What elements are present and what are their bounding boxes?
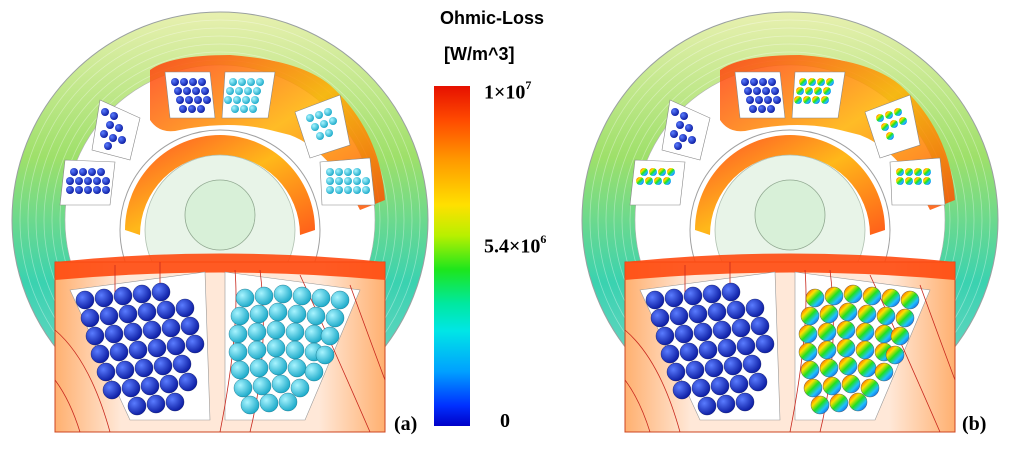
slot-strands-dark: [670, 78, 781, 150]
colorbar-tick-mid: 5.4×106: [484, 232, 547, 258]
colorbar-unit: [W/m^3]: [444, 44, 515, 64]
rotor-hot-band: [695, 135, 885, 235]
panel-label-b: (b): [958, 412, 991, 436]
colorbar-legend: Ohmic-Loss [W/m^3] 1×107 5.4×106 0: [420, 0, 570, 448]
rotor-hot-band: [125, 135, 315, 235]
shaft: [754, 179, 826, 251]
machine-cross-section-a: [11, 11, 429, 433]
machine-cross-section-b: [581, 11, 999, 433]
slot-strands-dark: [66, 78, 211, 194]
panel-label-a: (a): [390, 412, 422, 436]
inset-zoom: [54, 253, 386, 433]
panel-b: (b): [570, 0, 1010, 448]
colorbar-title: Ohmic-Loss: [440, 8, 545, 28]
slot-strands-hot: [636, 78, 931, 185]
panel-a: (a): [0, 0, 440, 448]
colorbar-gradient: [434, 86, 470, 426]
colorbar-tick-max: 1×107: [484, 78, 532, 104]
slot-strands-cyan: [224, 78, 370, 194]
shaft: [184, 179, 256, 251]
colorbar-tick-min: 0: [500, 410, 510, 432]
inset-zoom: [624, 253, 956, 433]
